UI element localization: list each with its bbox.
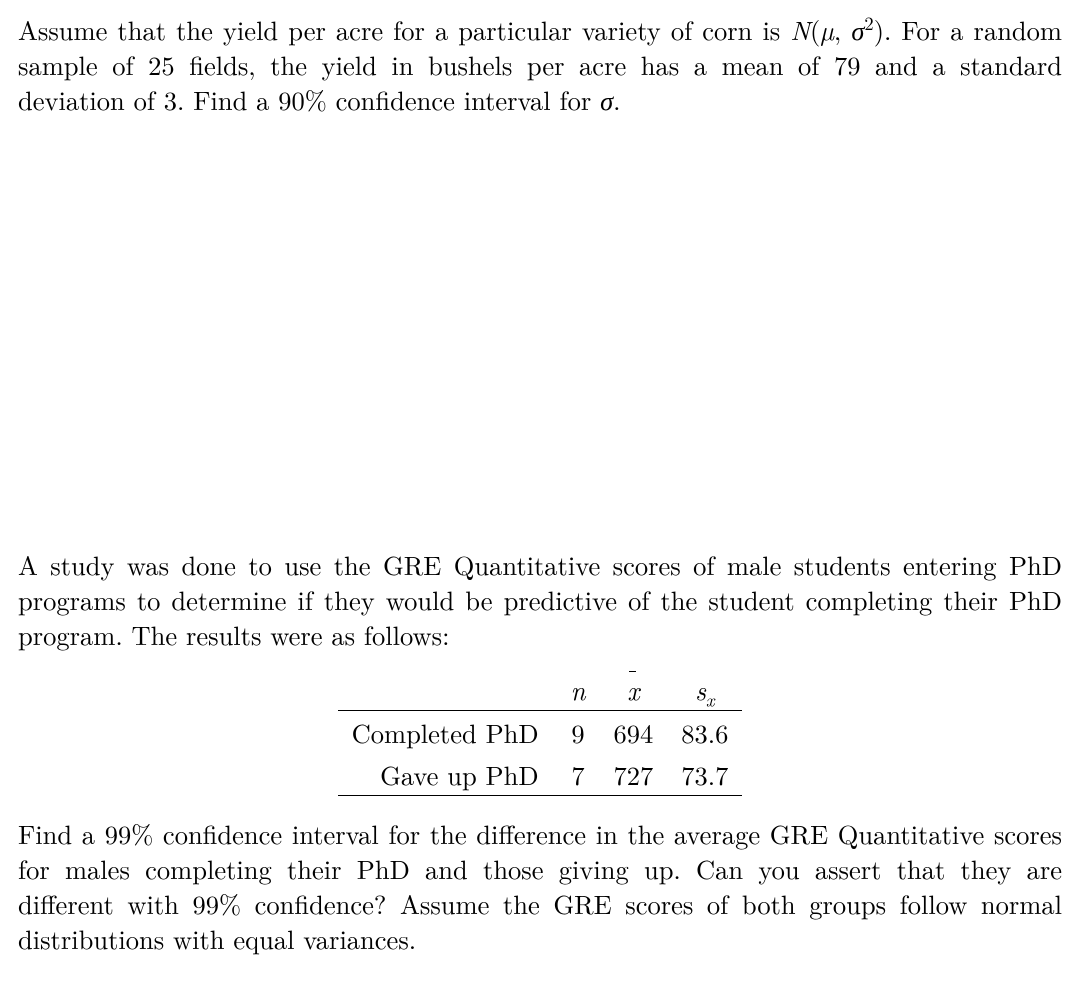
cell-sx: 73.7 (667, 753, 742, 796)
p1-open-paren: ( (810, 10, 820, 48)
cell-xbar: 694 (600, 710, 668, 753)
p1-text-a: Assume that the yield per acre for a par… (18, 10, 790, 48)
cell-sx: 83.6 (667, 710, 742, 753)
table-row: Gave up PhD 7 727 73.7 (338, 753, 743, 796)
row-label: Completed PhD (338, 710, 557, 753)
col-xbar: x (600, 668, 668, 711)
problem-2-intro: A study was done to use the GRE Quantita… (18, 547, 1062, 652)
cell-xbar: 727 (600, 753, 668, 796)
p1-comma: , (834, 10, 851, 48)
col-n: n (557, 668, 600, 711)
page: Assume that the yield per acre for a par… (0, 0, 1080, 976)
p1-sigma: σ (851, 10, 864, 48)
p1-mu: µ (820, 10, 834, 48)
col-n-sym: n (571, 670, 586, 708)
p1-sigma-2: σ (600, 80, 613, 118)
p1-squared: 2 (864, 10, 873, 36)
data-table: n x sx Completed PhD 9 694 83.6 Gave up … (338, 668, 743, 796)
col-blank (338, 668, 557, 711)
col-sx: sx (667, 668, 742, 711)
row-label: Gave up PhD (338, 753, 557, 796)
cell-n: 9 (557, 710, 600, 753)
xbar-sym: x (627, 670, 639, 708)
gap-spacer (18, 117, 1062, 547)
problem-2-conclusion: Find a 99% confidence interval for the d… (18, 816, 1062, 956)
p1-close-paren: ) (874, 10, 884, 48)
sx-sub: x (706, 686, 715, 712)
cell-n: 7 (557, 753, 600, 796)
table-row: Completed PhD 9 694 83.6 (338, 710, 743, 753)
p1-dist-N: N (790, 10, 810, 48)
table-header-row: n x sx (338, 668, 743, 711)
sx-s: s (695, 670, 706, 708)
p1-text-c: . (613, 80, 620, 118)
problem-1: Assume that the yield per acre for a par… (18, 12, 1062, 117)
